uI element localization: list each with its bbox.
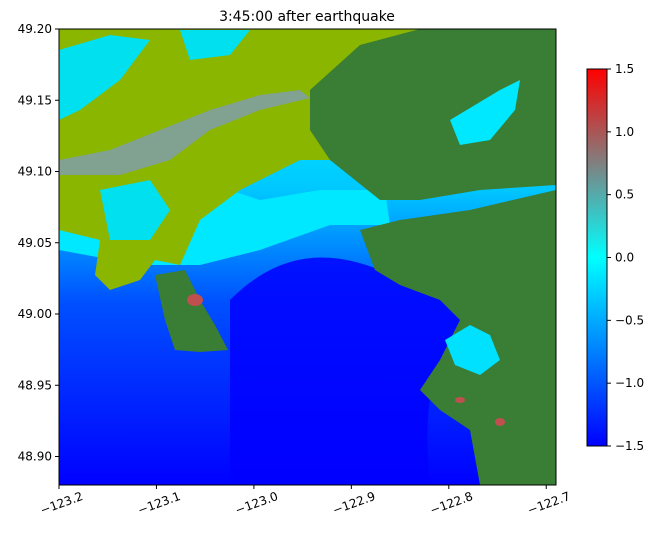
high-amplitude-spot	[187, 294, 203, 306]
colorbar-tick-label: 0.5	[615, 188, 634, 202]
chart-title: 3:45:00 after earthquake	[219, 9, 395, 25]
colorbar-tick-label: −0.5	[615, 313, 644, 327]
y-tick-label: 49.15	[18, 93, 52, 107]
bay-southeast	[445, 325, 500, 375]
colorbar-tick-label: 1.5	[615, 62, 634, 76]
upland-east	[310, 29, 556, 200]
delta-lowland	[59, 29, 556, 290]
colorbar-tick-label: 0.0	[615, 251, 634, 265]
inland-basin-north	[450, 80, 520, 145]
y-tick-label: 48.95	[18, 378, 52, 392]
colorbar-ticks: −1.5 −1.0 −0.5 0.0 0.5 1.0 1.5	[607, 62, 644, 453]
y-tick-label: 49.10	[18, 165, 52, 179]
plot-frame	[58, 28, 557, 486]
deep-water	[230, 257, 480, 485]
y-tick-label: 49.00	[18, 307, 52, 321]
x-tick-label: −122.9	[331, 489, 378, 517]
x-tick-label: −123.2	[38, 489, 85, 517]
high-amplitude-spot	[455, 397, 465, 403]
colorbar: −1.5 −1.0 −0.5 0.0 0.5 1.0 1.5	[586, 62, 644, 453]
y-tick-label: 49.20	[18, 22, 52, 36]
colorbar-tick-label: −1.0	[615, 376, 644, 390]
point-roberts	[155, 270, 228, 352]
x-axis: −123.2 −123.1 −123.0 −122.9 −122.8 −122.7	[38, 485, 572, 517]
x-tick-label: −122.7	[526, 489, 573, 517]
plot-area	[59, 29, 556, 485]
river-channel	[59, 90, 310, 175]
y-tick-label: 48.90	[18, 450, 52, 464]
y-axis: 48.90 48.95 49.00 49.05 49.10 49.15 49.20	[18, 22, 59, 464]
x-tick-label: −123.1	[136, 489, 183, 517]
x-tick-label: −122.8	[428, 489, 475, 517]
colorbar-tick-label: 1.0	[615, 125, 634, 139]
y-tick-label: 49.05	[18, 236, 52, 250]
colorbar-bar	[586, 68, 608, 447]
x-tick-label: −123.0	[233, 489, 280, 517]
flooded-patches	[59, 30, 250, 240]
high-amplitude-spot	[495, 418, 505, 426]
colorbar-tick-label: −1.5	[615, 439, 644, 453]
